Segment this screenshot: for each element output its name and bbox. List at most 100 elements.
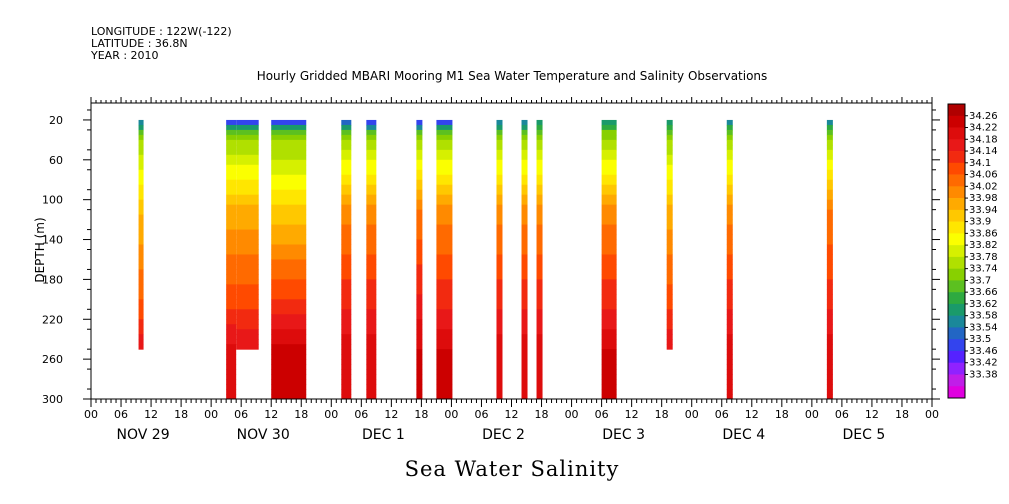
data-cell	[521, 299, 528, 305]
data-cell	[601, 279, 617, 285]
data-cell	[521, 194, 528, 201]
data-column	[436, 119, 453, 400]
data-cell	[666, 239, 673, 246]
data-cell	[271, 239, 307, 246]
data-cell	[666, 344, 673, 350]
data-cell	[536, 194, 543, 201]
data-cell	[236, 254, 259, 260]
x-tick-label: 18	[174, 408, 188, 421]
data-cell	[138, 259, 144, 265]
data-cell	[236, 274, 259, 280]
data-cell	[826, 314, 833, 320]
data-cell	[271, 314, 307, 320]
y-tick-label: 260	[42, 353, 63, 366]
data-cell	[666, 134, 673, 141]
data-cell	[601, 129, 617, 136]
data-cell	[138, 284, 144, 290]
data-cell	[236, 134, 259, 141]
data-cell	[666, 169, 673, 176]
data-cell	[226, 164, 237, 171]
data-cell	[366, 179, 377, 186]
data-cell	[826, 384, 833, 390]
data-cell	[666, 319, 673, 325]
data-cell	[271, 134, 307, 141]
data-cell	[271, 319, 307, 325]
data-cell	[271, 279, 307, 285]
data-cell	[496, 234, 503, 241]
data-cell	[236, 269, 259, 275]
data-cell	[726, 274, 733, 280]
data-cell	[416, 144, 423, 151]
data-cell	[826, 229, 833, 236]
colorbar-swatch	[948, 374, 965, 387]
data-cell	[366, 274, 377, 280]
colorbar-swatch	[948, 174, 965, 187]
data-cell	[226, 284, 237, 290]
data-cell	[521, 284, 528, 290]
data-cell	[138, 274, 144, 280]
data-cell	[601, 244, 617, 251]
data-cell	[226, 354, 237, 360]
data-cell	[726, 364, 733, 370]
data-cell	[726, 369, 733, 375]
data-cell	[826, 309, 833, 315]
data-cell	[536, 214, 543, 221]
data-cell	[436, 269, 453, 275]
axes: 20 60 100 140 180 220 260 300 00 06 12 18 00 06 12 18 00…	[42, 97, 940, 443]
data-cell	[726, 339, 733, 345]
data-cell	[366, 199, 377, 206]
data-cell	[521, 129, 528, 136]
data-cell	[271, 144, 307, 151]
data-cell	[416, 224, 423, 231]
data-cell	[666, 329, 673, 335]
data-cell	[341, 124, 352, 131]
data-cell	[726, 379, 733, 385]
data-cell	[341, 234, 352, 241]
data-cell	[226, 389, 237, 395]
data-cell	[521, 199, 528, 206]
data-cell	[341, 239, 352, 246]
data-cell	[416, 309, 423, 315]
data-cell	[271, 129, 307, 136]
data-cell	[341, 139, 352, 146]
data-cell	[436, 394, 453, 400]
data-cell	[366, 284, 377, 290]
data-cell	[416, 389, 423, 395]
data-cell	[726, 359, 733, 365]
data-cell	[341, 394, 352, 400]
data-cell	[226, 199, 237, 206]
data-cell	[236, 319, 259, 325]
data-cell	[666, 294, 673, 300]
data-cell	[138, 344, 144, 350]
data-cell	[521, 359, 528, 365]
data-cell	[271, 354, 307, 360]
colorbar-label: 33.7	[969, 275, 991, 286]
data-cell	[138, 164, 144, 171]
data-cell	[436, 304, 453, 310]
data-cell	[271, 204, 307, 211]
data-cell	[601, 269, 617, 275]
data-cell	[521, 169, 528, 176]
data-cell	[271, 324, 307, 330]
data-cell	[436, 264, 453, 270]
data-cell	[138, 304, 144, 310]
x-tick-label: 18	[294, 408, 308, 421]
data-cell	[496, 299, 503, 305]
data-cell	[138, 319, 144, 325]
data-cell	[726, 179, 733, 186]
data-cell	[826, 359, 833, 365]
data-cell	[341, 164, 352, 171]
x-tick-label: 06	[354, 408, 368, 421]
colorbar-swatch	[948, 139, 965, 152]
data-cell	[496, 134, 503, 141]
data-cell	[521, 119, 528, 126]
data-cell	[601, 229, 617, 236]
data-cell	[226, 194, 237, 201]
data-cell	[436, 209, 453, 216]
data-cell	[436, 199, 453, 206]
data-cell	[236, 329, 259, 335]
data-cell	[536, 224, 543, 231]
data-cell	[341, 369, 352, 375]
data-cell	[236, 334, 259, 340]
data-cell	[536, 354, 543, 360]
